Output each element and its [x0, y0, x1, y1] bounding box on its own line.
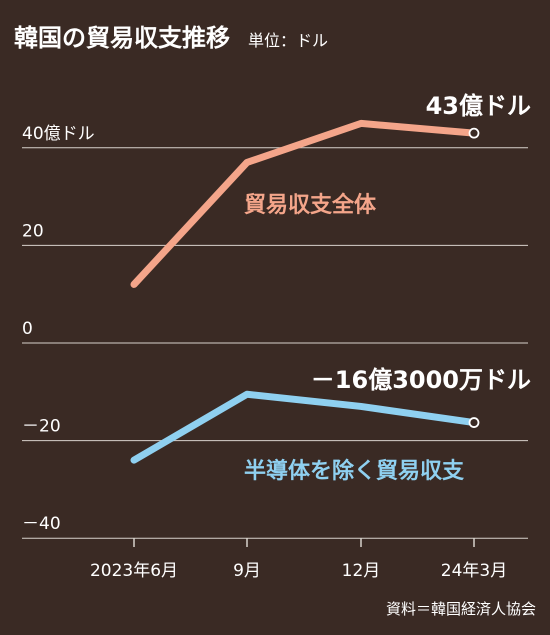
x-tick-label: 9月 [233, 561, 261, 581]
series-name-label: 半導体を除く貿易収支 [244, 458, 465, 484]
x-tick-label: 2023年6月 [90, 561, 178, 581]
end-point-marker [468, 127, 480, 139]
series-lines [130, 119, 480, 464]
end-value-label: 43億ドル [426, 92, 531, 120]
y-tick-label: 20 [22, 221, 44, 241]
gridlines [22, 147, 528, 539]
y-tick-label: －20 [22, 417, 61, 437]
y-tick-labels: 40億ドル 20 0 －20 －40 [22, 124, 95, 534]
y-tick-label: －40 [22, 514, 61, 534]
chart-title: 韓国の貿易収支推移 [14, 24, 230, 52]
y-tick-label: 0 [22, 319, 33, 339]
x-tick-labels: 2023年6月 9月 12月 24年3月 [90, 538, 507, 581]
unit-label: 単位：ドル [248, 31, 328, 50]
series-line [130, 119, 478, 288]
x-tick-label: 24年3月 [441, 561, 507, 581]
source-note: 資料＝韓国経済人協会 [386, 600, 536, 618]
series-line [130, 390, 478, 464]
end-value-label: －16億3000万ドル [311, 366, 531, 394]
end-point-marker [468, 417, 480, 428]
y-tick-label: 40億ドル [22, 124, 95, 144]
x-tick-label: 12月 [342, 561, 381, 581]
series-name-label: 貿易収支全体 [244, 192, 377, 218]
